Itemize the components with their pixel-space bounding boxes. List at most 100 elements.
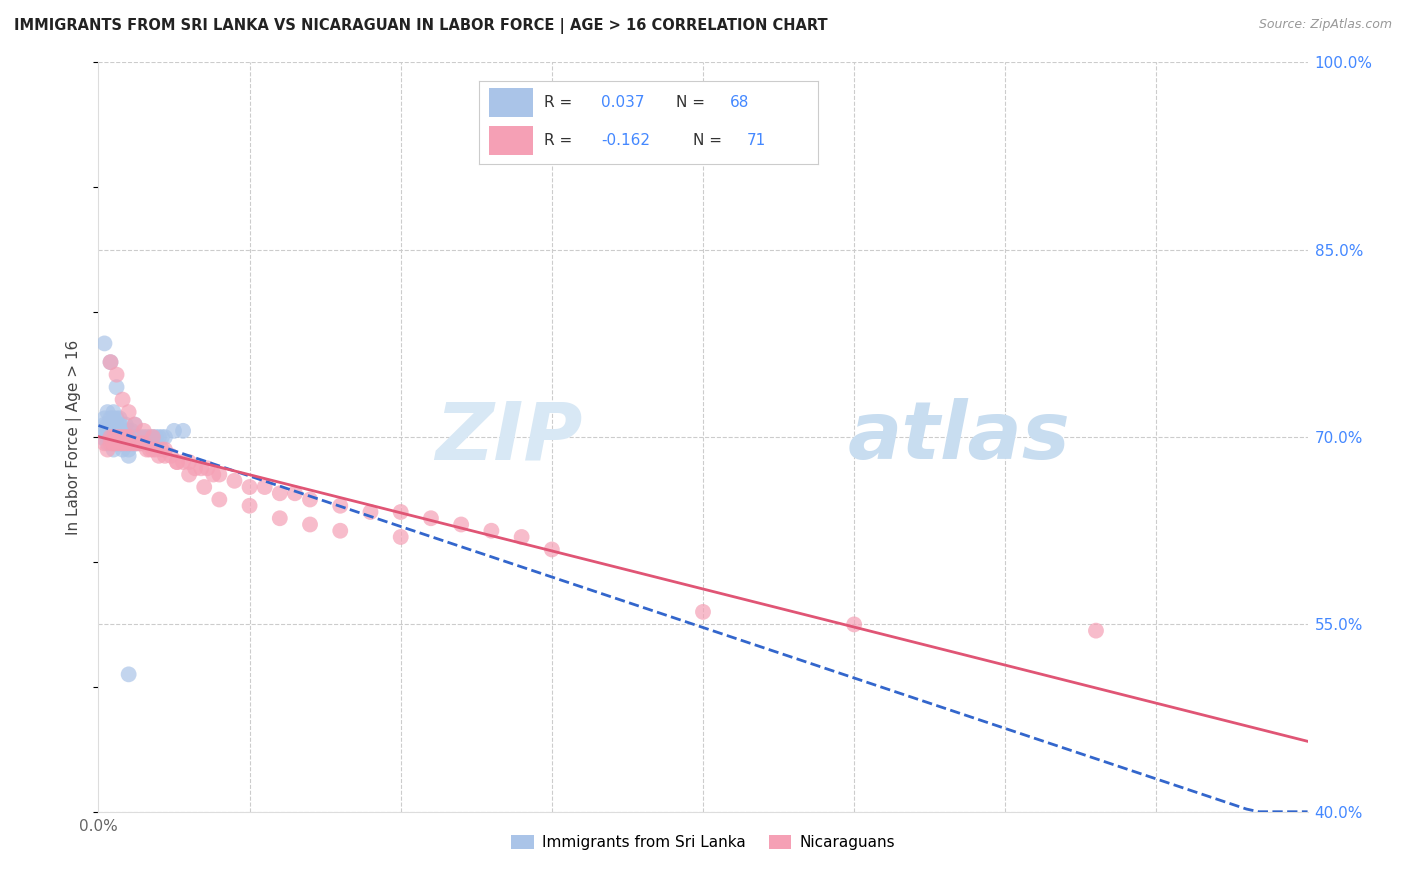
Point — [114, 430, 136, 444]
Point — [118, 405, 141, 419]
Point — [135, 430, 157, 444]
Point — [90, 430, 112, 444]
Point — [202, 467, 225, 482]
Point — [139, 442, 162, 457]
Point — [129, 436, 152, 450]
Point — [208, 467, 231, 482]
Point — [540, 542, 562, 557]
Point — [105, 430, 128, 444]
Point — [111, 436, 134, 450]
Point — [135, 442, 157, 457]
Point — [103, 424, 125, 438]
Point — [389, 530, 412, 544]
Point — [96, 417, 118, 432]
Point — [269, 486, 291, 500]
Point — [93, 424, 115, 438]
Point — [121, 436, 143, 450]
Point — [692, 605, 714, 619]
Point — [118, 449, 141, 463]
Point — [127, 430, 149, 444]
Point — [114, 430, 136, 444]
Point — [510, 530, 533, 544]
Point — [844, 617, 866, 632]
Point — [108, 436, 131, 450]
Point — [179, 455, 201, 469]
Point — [208, 492, 231, 507]
Point — [121, 436, 143, 450]
Point — [103, 430, 125, 444]
Point — [124, 430, 146, 444]
Point — [166, 455, 188, 469]
Point — [100, 355, 122, 369]
Point — [184, 461, 207, 475]
Point — [124, 436, 146, 450]
Point — [132, 436, 155, 450]
Point — [108, 430, 131, 444]
Point — [239, 499, 262, 513]
Point — [105, 436, 128, 450]
Point — [118, 442, 141, 457]
Point — [153, 449, 176, 463]
Point — [450, 517, 472, 532]
Point — [129, 436, 152, 450]
Point — [389, 505, 412, 519]
Point — [103, 411, 125, 425]
Point — [118, 436, 141, 450]
Point — [153, 442, 176, 457]
Point — [142, 442, 165, 457]
Point — [108, 436, 131, 450]
Point — [100, 436, 122, 450]
Y-axis label: In Labor Force | Age > 16: In Labor Force | Age > 16 — [66, 340, 83, 534]
Point — [96, 405, 118, 419]
Point — [96, 430, 118, 444]
Text: Source: ZipAtlas.com: Source: ZipAtlas.com — [1258, 18, 1392, 31]
Point — [100, 355, 122, 369]
Point — [93, 411, 115, 425]
Point — [193, 480, 215, 494]
Point — [145, 430, 167, 444]
Point — [1085, 624, 1108, 638]
Point — [329, 499, 352, 513]
Point — [163, 424, 186, 438]
Point — [103, 436, 125, 450]
Point — [100, 424, 122, 438]
Point — [166, 455, 188, 469]
Point — [105, 424, 128, 438]
Point — [124, 417, 146, 432]
Point — [114, 436, 136, 450]
Point — [160, 449, 183, 463]
Point — [135, 436, 157, 450]
Point — [145, 442, 167, 457]
Point — [96, 442, 118, 457]
Point — [108, 424, 131, 438]
Point — [100, 411, 122, 425]
Point — [150, 430, 173, 444]
Point — [172, 455, 194, 469]
Point — [111, 430, 134, 444]
Point — [121, 430, 143, 444]
Point — [114, 417, 136, 432]
Point — [118, 667, 141, 681]
Point — [105, 380, 128, 394]
Point — [329, 524, 352, 538]
Point — [105, 417, 128, 432]
Point — [103, 405, 125, 419]
Point — [103, 442, 125, 457]
Point — [139, 430, 162, 444]
Point — [481, 524, 503, 538]
Point — [108, 417, 131, 432]
Point — [179, 467, 201, 482]
Point — [93, 336, 115, 351]
Legend: Immigrants from Sri Lanka, Nicaraguans: Immigrants from Sri Lanka, Nicaraguans — [505, 830, 901, 856]
Point — [111, 424, 134, 438]
Point — [142, 430, 165, 444]
Point — [132, 424, 155, 438]
Point — [111, 442, 134, 457]
Point — [111, 430, 134, 444]
Point — [100, 417, 122, 432]
Point — [150, 442, 173, 457]
Point — [103, 430, 125, 444]
Point — [284, 486, 307, 500]
Text: atlas: atlas — [848, 398, 1071, 476]
Text: ZIP: ZIP — [434, 398, 582, 476]
